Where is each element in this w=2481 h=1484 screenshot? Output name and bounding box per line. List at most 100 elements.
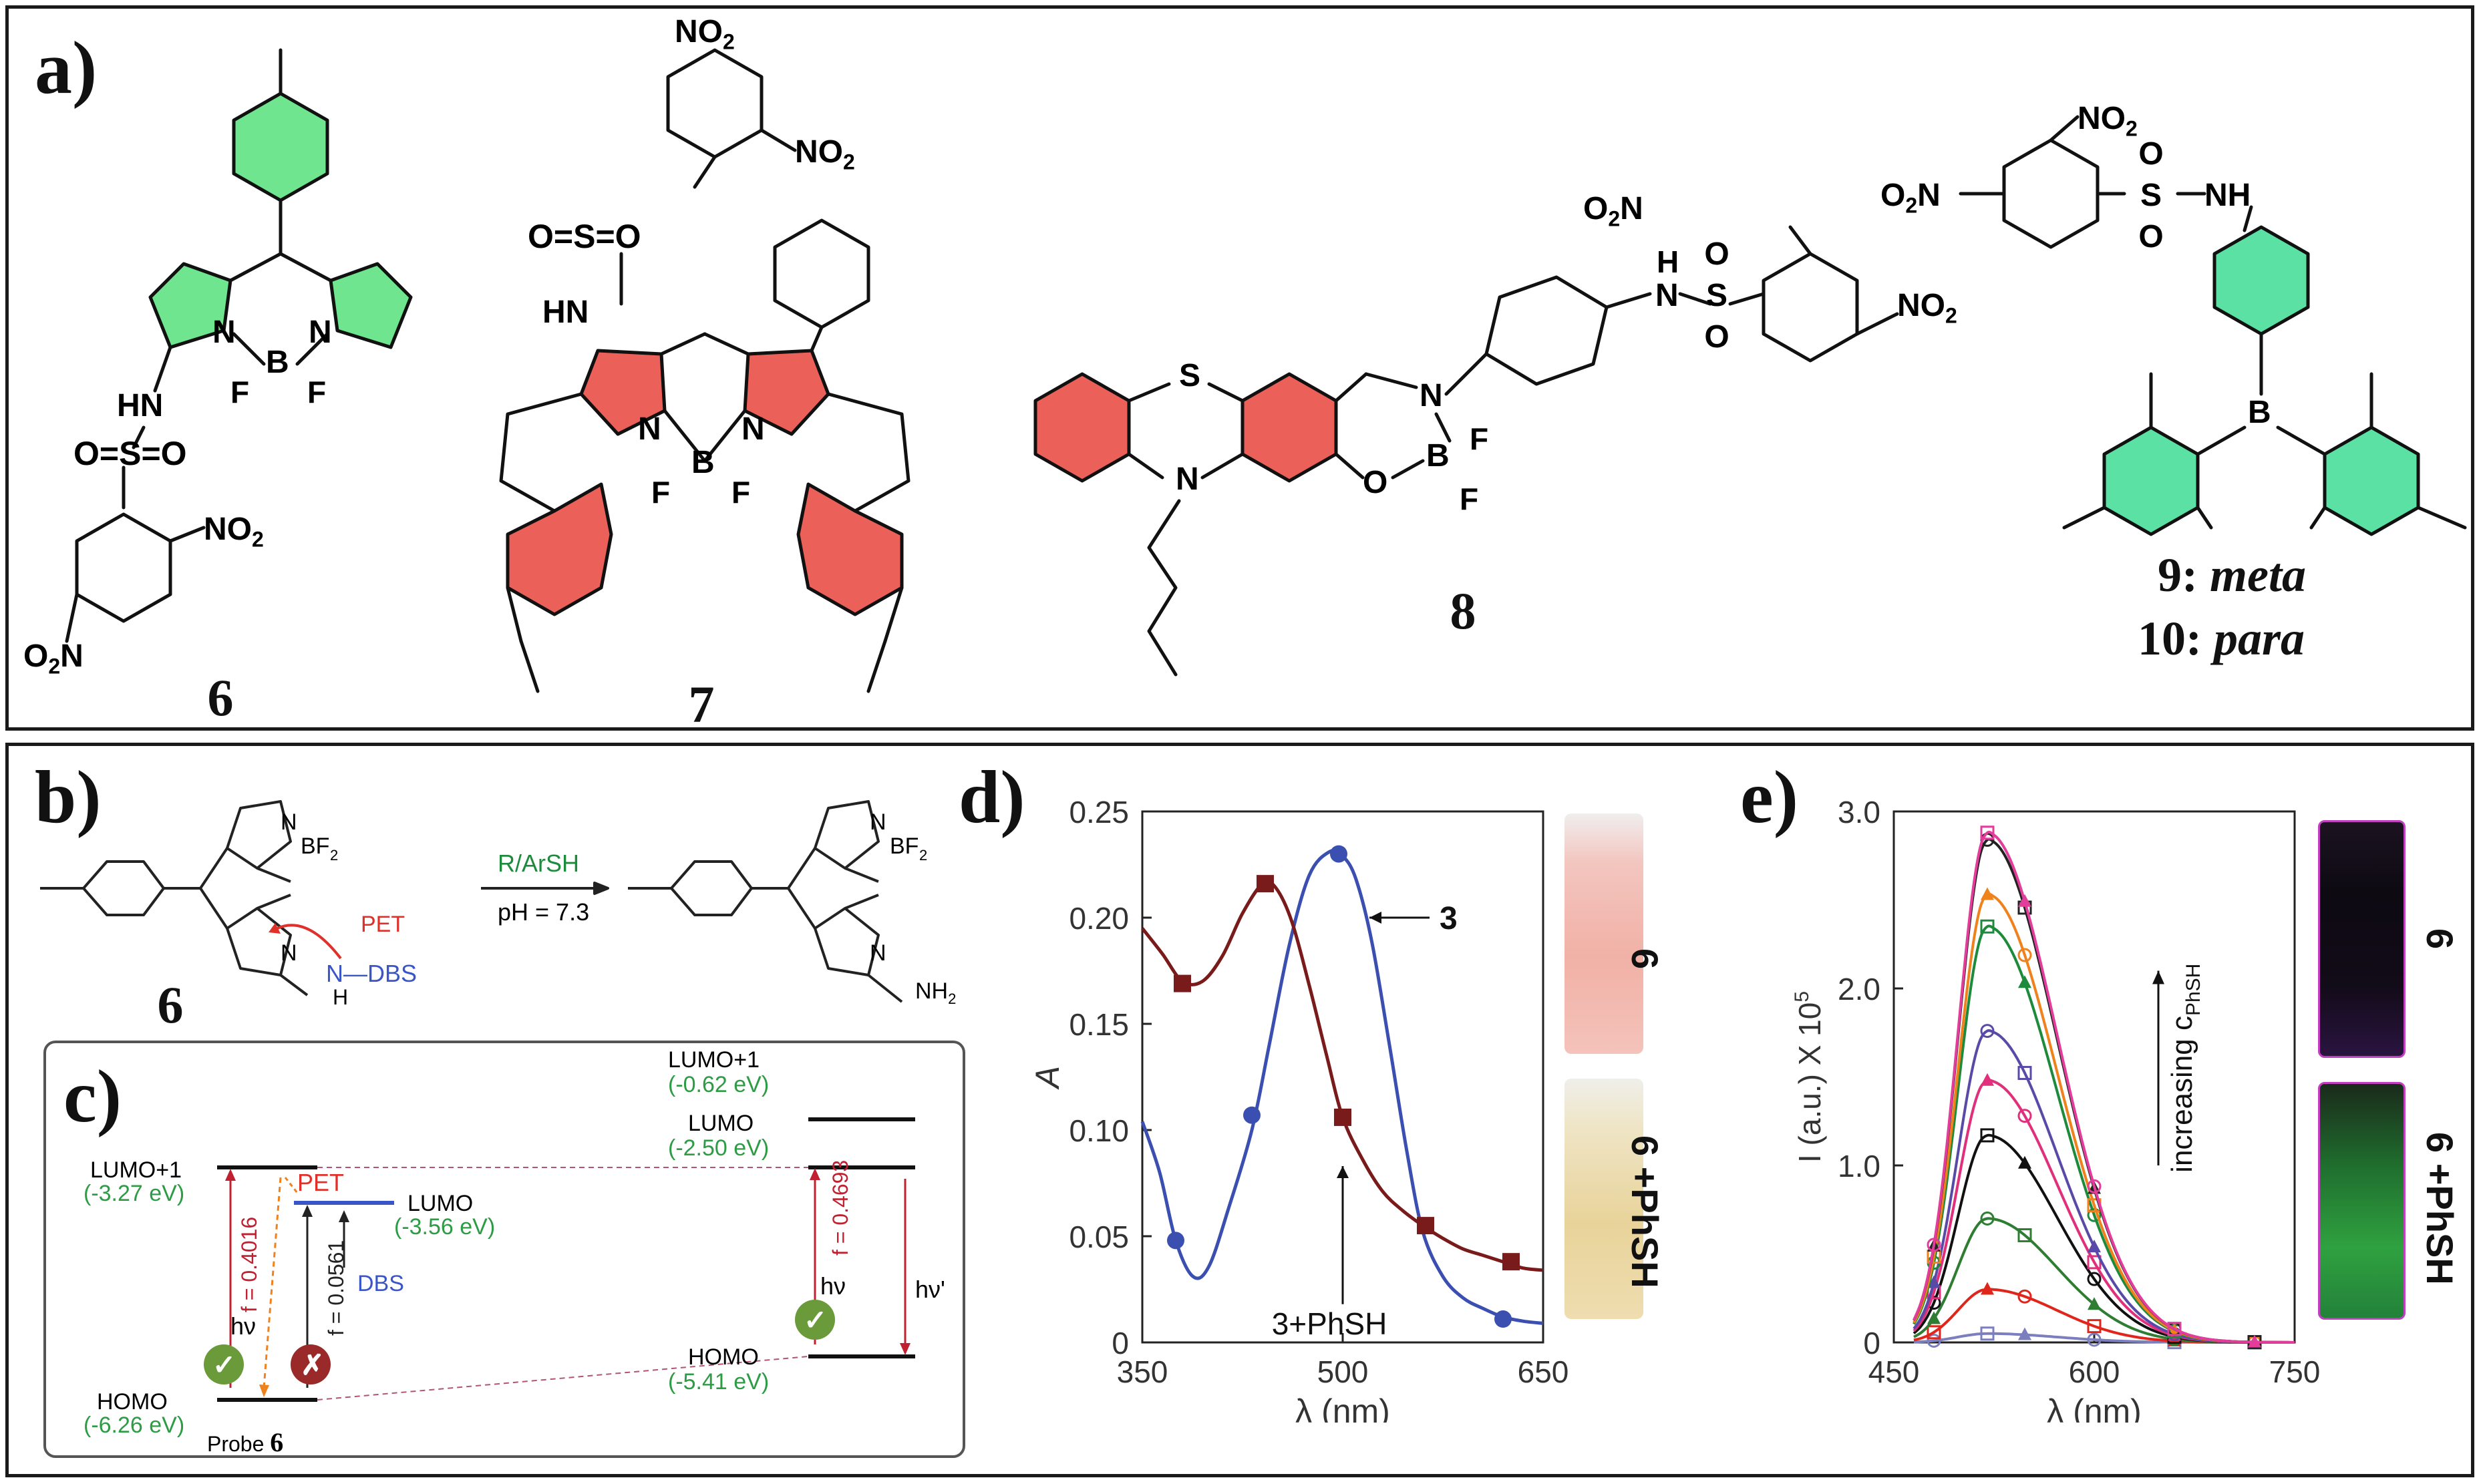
chart-d-point: [1167, 1232, 1184, 1250]
c7-b: B: [691, 445, 715, 480]
panel-a-label: a): [35, 27, 98, 110]
chart-e-annotation: increasing cPhSH: [2166, 964, 2204, 1173]
compound-6-structure: [65, 48, 413, 643]
compound-9-10-structure: [1959, 115, 2467, 536]
c7-n-right: N: [741, 411, 765, 447]
check-badge-2: [795, 1300, 835, 1340]
chart-e-point: [1927, 1325, 1941, 1340]
panel-b-label: b): [35, 756, 102, 839]
compound-9-mesityl-left: [2102, 425, 2200, 536]
cuvette-e-bottom: [2318, 1082, 2406, 1320]
c6-no2: NO2: [204, 512, 264, 552]
scheme-b-dbs-link: N—DBS: [326, 960, 418, 987]
chart-e-point: [1980, 825, 1995, 840]
lumo1-left-label: LUMO+1: [90, 1157, 182, 1183]
scheme-b-ph: pH = 7.3: [498, 898, 590, 926]
c9-o2n: O2N: [1880, 178, 1941, 218]
chart-d-ytick-label: 0.25: [1069, 795, 1129, 829]
lumo-right-ev: (-2.50 eV): [668, 1135, 770, 1161]
chart-d-point: [1502, 1253, 1520, 1271]
scheme-b: N BF 2 N N BF 2 N: [40, 800, 927, 1003]
chart-e-point: [2017, 1109, 2032, 1123]
lumo-dbs-label: LUMO: [407, 1191, 474, 1216]
check-badge-1: [204, 1344, 244, 1384]
compound-8-label: 8: [1450, 582, 1476, 640]
chart-e-point: [1980, 1326, 1995, 1341]
svg-text:N: N: [870, 809, 886, 835]
svg-text:2: 2: [330, 847, 338, 864]
compound-7-structure: [499, 48, 911, 693]
label-d-6: 6: [1624, 948, 1666, 970]
c9-no2: NO2: [2078, 101, 2138, 141]
chart-d-arrow-3phsh-head: [1337, 1166, 1349, 1179]
c8-s: S: [1179, 358, 1201, 393]
panel-a-frame: [5, 5, 2474, 731]
chart-d-ytick-label: 0.05: [1069, 1220, 1129, 1254]
chart-e-point: [2167, 1322, 2182, 1336]
homo-left-ev: (-6.26 eV): [84, 1413, 185, 1438]
compound-structures: [65, 48, 2467, 693]
chart-e-xtick-label: 450: [1868, 1354, 1920, 1389]
c8-f2: F: [1460, 482, 1479, 516]
c6-n-right: N: [309, 315, 332, 350]
hv-right: hν: [820, 1272, 846, 1300]
compound-9-aryl-ring: [2212, 225, 2310, 336]
chart-d-point: [1417, 1217, 1434, 1235]
label-e-6-phsh: 6 +PhSH: [2419, 1132, 2461, 1285]
c6-sulfonyl: O=S=O: [73, 435, 187, 472]
chart-e-point: [2018, 1155, 2031, 1169]
hv-prime: hν': [915, 1276, 945, 1303]
chart-d-xlabel: λ (nm): [1295, 1393, 1390, 1423]
svg-text:N: N: [281, 809, 297, 835]
svg-text:N: N: [281, 940, 297, 966]
lumo-dbs-ev: (-3.56 eV): [394, 1214, 496, 1240]
chart-d-ytick-label: 0.10: [1069, 1113, 1129, 1148]
chart-e-point: [1981, 887, 1994, 900]
chart-e-point: [2088, 1297, 2101, 1310]
chart-e-point: [1927, 1333, 1941, 1348]
c7-no2-side: NO2: [795, 134, 855, 174]
chart-e-ylabel-text: I (a.u.) X 10: [1792, 1002, 1827, 1163]
hv-left: hν: [230, 1312, 257, 1340]
c9-b: B: [2248, 395, 2271, 430]
energy-diagram: ✓ ✗ ✓: [204, 1117, 915, 1402]
compound-6-tolyl-ring: [232, 91, 329, 202]
compound-6-pyrrole-left: [148, 262, 232, 349]
chart-e-point: [2248, 1334, 2261, 1348]
chart-e-point: [2088, 1240, 2101, 1253]
chart-d-point: [1243, 1106, 1261, 1124]
chart-e-point: [1981, 1073, 1994, 1086]
chart-e-point: [2087, 1179, 2102, 1193]
chart-d-xtick-label: 650: [1518, 1354, 1569, 1389]
compound-7-pyrrole-right: [743, 349, 830, 436]
c7-n-left: N: [638, 411, 661, 447]
chart-e-ytick-label: 2.0: [1838, 972, 1880, 1006]
probe-label: Probe 6: [207, 1427, 284, 1457]
chart-d-point: [1257, 875, 1274, 893]
chart-e-point: [2018, 975, 2031, 988]
compound-8-structure: [1033, 225, 1899, 677]
compound-7-arene-left: [506, 482, 613, 616]
c7-sulfonyl: O=S=O: [528, 218, 641, 255]
compound-6-label: 6: [207, 669, 234, 727]
chart-e-point: [2087, 1319, 2102, 1334]
c7-f-right: F: [731, 475, 751, 510]
chart-e-xlabel: λ (nm): [2047, 1393, 2142, 1423]
chart-e-point: [1927, 1275, 1941, 1288]
chart-e-point: [2017, 948, 2032, 962]
c6-b: B: [266, 345, 289, 380]
chart-e-point: [1980, 1128, 1995, 1143]
chart-e-ytick-label: 1.0: [1838, 1149, 1880, 1183]
scheme-b-nh2: NH2: [915, 978, 957, 1007]
c8-no2: NO2: [1897, 288, 1957, 328]
compound-7-label: 7: [688, 675, 715, 733]
f2-label: f = 0.0561: [324, 1240, 348, 1336]
chart-d-xtick-label: 500: [1317, 1354, 1369, 1389]
chart-e-point: [1980, 919, 1995, 934]
compound-7-arene-right: [796, 482, 904, 616]
c7-no2-top: NO2: [675, 14, 735, 54]
scheme-b-compound-6: 6: [157, 976, 184, 1034]
c8-nh-n: N: [1655, 278, 1679, 313]
compound-9-mesityl-right: [2323, 425, 2420, 536]
